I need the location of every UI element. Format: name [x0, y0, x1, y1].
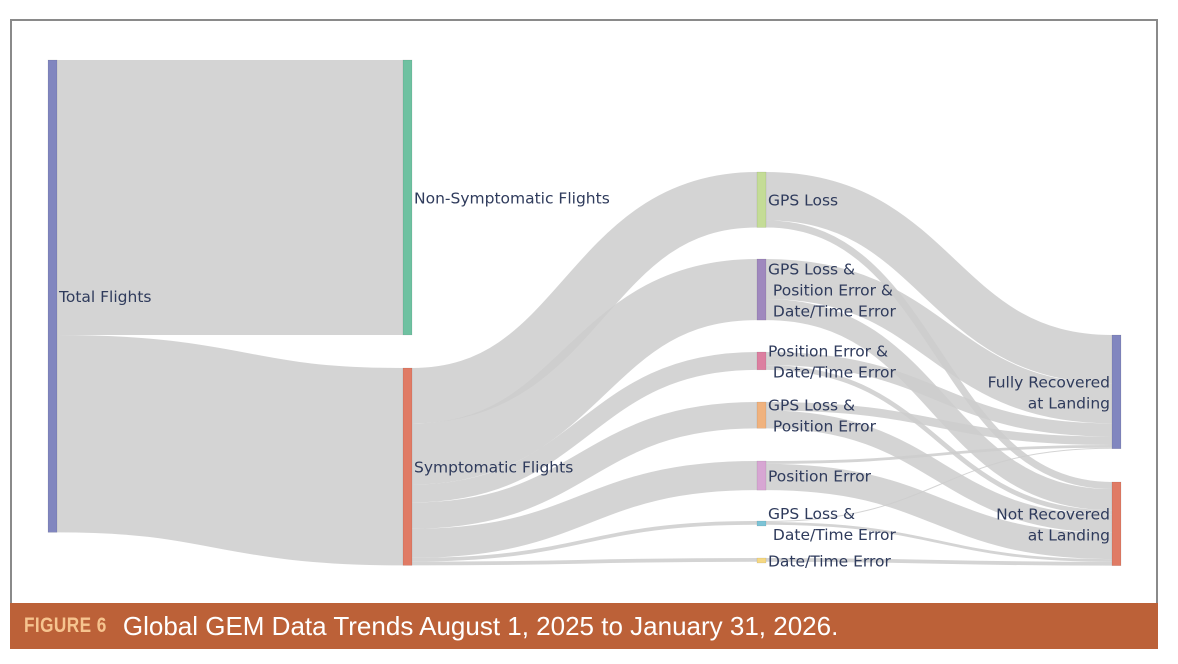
node-label-sym: Symptomatic Flights	[414, 459, 573, 477]
node-total	[47, 59, 58, 533]
node-label-line: Position Error	[768, 418, 877, 436]
link-sym-to-gps_pos_dt	[411, 259, 758, 485]
node-label-line: at Landing	[1028, 394, 1110, 412]
figure-caption: FIGURE 6 Global GEM Data Trends August 1…	[10, 603, 1158, 649]
node-label-line: Position Error &	[768, 282, 893, 300]
node-label-nonsym: Non-Symptomatic Flights	[414, 189, 610, 207]
node-label-line: Position Error &	[768, 342, 888, 360]
node-label-line: Non-Symptomatic Flights	[414, 189, 610, 207]
node-label-line: Position Error	[768, 468, 872, 486]
node-label-line: at Landing	[1028, 526, 1110, 544]
figure-number: FIGURE 6	[24, 614, 107, 637]
node-label-line: Date/Time Error	[768, 526, 896, 544]
node-label-line: GPS Loss &	[768, 261, 855, 279]
node-label-line: Fully Recovered	[988, 373, 1110, 391]
node-gps_pos_dt	[756, 258, 767, 321]
node-label-full: Fully Recovered at Landing	[988, 373, 1110, 412]
link-gps_pos_dt-to-full	[765, 259, 1113, 424]
node-label-line: Not Recovered	[996, 505, 1110, 523]
node-label-line: Total Flights	[58, 288, 151, 306]
node-gps	[756, 171, 767, 228]
node-label-notrec: Not Recovered at Landing	[996, 505, 1110, 544]
sankey-nodes	[47, 59, 1122, 566]
link-pos-to-notrec	[765, 463, 1113, 560]
node-pos_dt	[756, 351, 767, 371]
node-notrec	[1111, 481, 1122, 566]
node-label-line: GPS Loss &	[768, 397, 855, 415]
figure-title: Global GEM Data Trends August 1, 2025 to…	[122, 610, 839, 641]
link-gps-to-full	[765, 172, 1113, 384]
node-dt	[756, 557, 767, 564]
node-label-line: Date/Time Error	[768, 303, 896, 321]
link-pos_dt-to-notrec	[765, 365, 1113, 515]
sankey-labels: Total Flights Non-Symptomatic Flights Symp…	[58, 189, 1110, 570]
link-sym-to-pos_dt	[411, 352, 758, 503]
link-sym-to-dt	[411, 558, 758, 566]
link-sym-to-gps	[411, 172, 758, 424]
node-label-pos: Position Error	[768, 468, 872, 486]
node-label-line: Date/Time Error	[768, 363, 896, 381]
sankey-links	[56, 59, 1113, 566]
node-label-line: GPS Loss	[768, 192, 838, 210]
link-gps_dt-to-full	[765, 447, 1113, 522]
node-pos	[756, 460, 767, 491]
link-sym-to-pos	[411, 461, 758, 558]
node-label-total: Total Flights	[58, 288, 151, 306]
node-full	[1111, 334, 1122, 449]
link-sym-to-gps_dt	[411, 521, 758, 562]
node-label-pos_dt: Position Error & Date/Time Error	[768, 342, 896, 381]
node-label-gps: GPS Loss	[768, 192, 838, 210]
node-label-dt: Date/Time Error	[768, 553, 892, 571]
link-sym-to-gps_pos	[411, 402, 758, 529]
link-total-to-sym	[56, 334, 404, 566]
node-gps_pos	[756, 401, 767, 429]
node-sym	[402, 367, 413, 566]
node-label-line: GPS Loss &	[768, 505, 855, 523]
link-gps_dt-to-notrec	[765, 521, 1113, 562]
sankey-diagram: Total Flights Non-Symptomatic Flights Symp…	[47, 59, 1122, 571]
node-nonsym	[402, 59, 413, 336]
link-gps_pos-to-notrec	[765, 410, 1113, 533]
link-dt-to-notrec	[765, 558, 1113, 566]
node-label-line: Symptomatic Flights	[414, 459, 573, 477]
node-gps_dt	[756, 520, 767, 527]
link-pos_dt-to-full	[765, 352, 1113, 437]
node-label-gps_dt: GPS Loss & Date/Time Error	[768, 505, 896, 544]
node-label-line: Date/Time Error	[768, 553, 892, 571]
node-label-gps_pos: GPS Loss & Position Error	[768, 397, 877, 436]
link-gps_pos-to-full	[765, 402, 1113, 445]
link-gps_pos_dt-to-notrec	[765, 298, 1113, 511]
link-pos-to-full	[765, 444, 1113, 464]
node-label-gps_pos_dt: GPS Loss & Position Error & Date/Time Er…	[768, 261, 896, 321]
